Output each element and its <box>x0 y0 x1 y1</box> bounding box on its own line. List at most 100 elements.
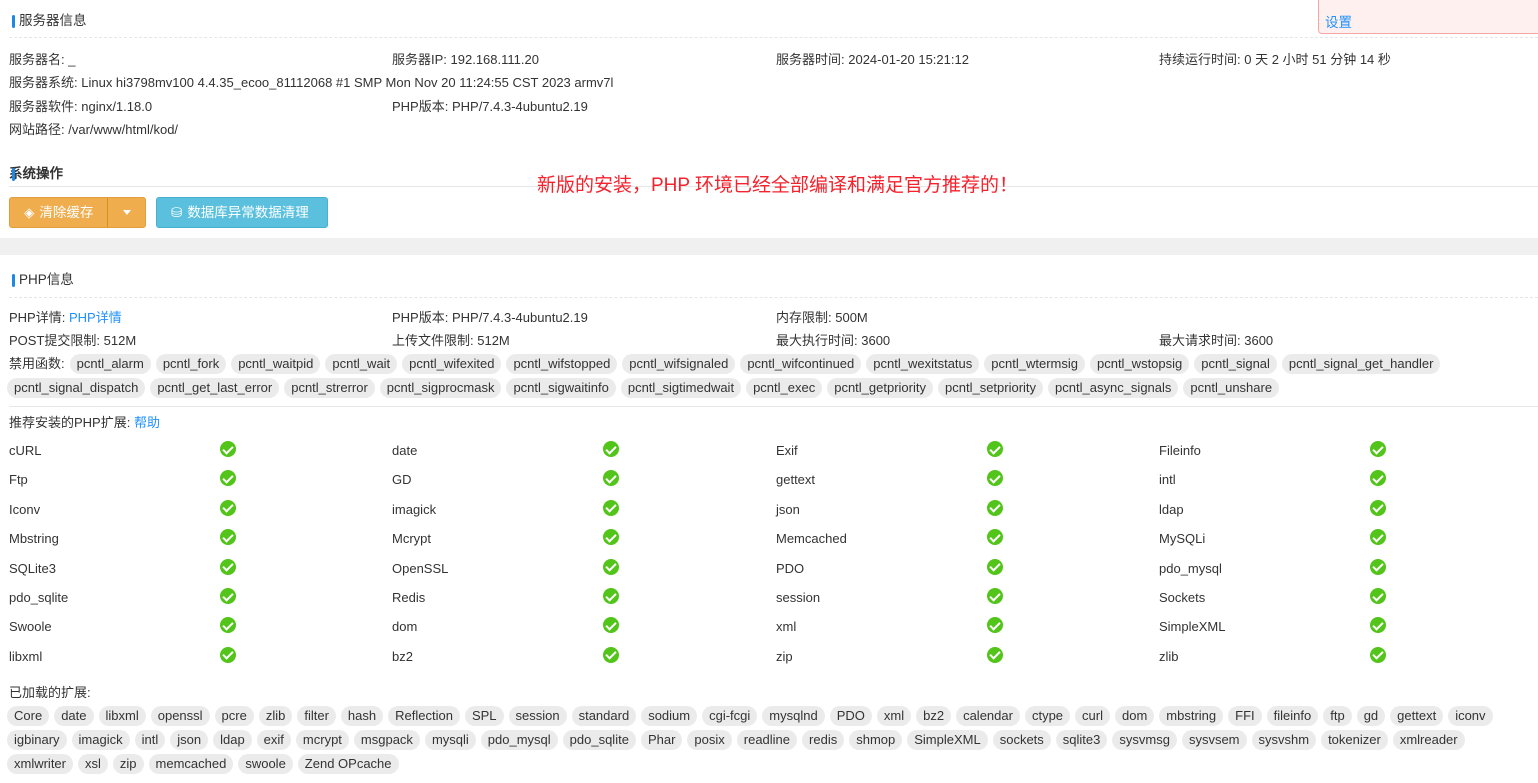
extension-chip: posix <box>687 730 732 750</box>
extension-name: pdo_sqlite <box>9 590 69 605</box>
annotation-text: 新版的安装，PHP 环境已经全部编译和满足官方推荐的！ <box>537 175 1019 196</box>
extension-chip: pcntl_wifexited <box>402 354 502 374</box>
extension-chip: redis <box>802 730 845 750</box>
check-circle-icon <box>987 617 1003 634</box>
extension-name: ldap <box>1159 501 1184 517</box>
extension-chip: bz2 <box>916 706 952 726</box>
help-link[interactable]: 帮助 <box>133 415 160 430</box>
extension-chip: pcntl_getpriority <box>827 378 933 398</box>
extension-name: imagick <box>392 501 437 517</box>
divider <box>9 37 1538 38</box>
extension-chip: sysvshm <box>1251 730 1317 750</box>
extension-chip: sockets <box>992 730 1051 750</box>
extension-chip: pdo_mysql <box>480 730 558 750</box>
extension-chip: Zend OPcache <box>297 754 399 774</box>
extension-chip: zip <box>112 754 144 774</box>
php-info-panel: PHP信息 PHP详情: PHP详情 PHP版本: PHP/7.4.3-4ubu… <box>0 255 1538 783</box>
extension-chip: pcntl_sigwaitinfo <box>506 378 616 398</box>
extension-chip: xml <box>876 706 912 726</box>
max-exec-time: 最大执行时间: 3600 <box>776 333 891 348</box>
extension-name: cURL <box>9 443 42 458</box>
extension-chip: pcntl_wstopsig <box>1089 354 1190 374</box>
extension-chip: pcntl_wifcontinued <box>740 354 862 374</box>
extension-chip: tokenizer <box>1321 730 1388 750</box>
check-circle-icon <box>220 588 236 604</box>
extension-chip: libxml <box>98 706 146 726</box>
extension-chip: pcntl_strerror <box>284 378 375 398</box>
server-info-item: 持续运行时间: 0 天 2 小时 51 分钟 14 秒 <box>1159 52 1391 67</box>
extension-chip: calendar <box>956 706 1020 726</box>
extension-chip: fileinfo <box>1266 706 1319 726</box>
system-ops-title: 系统操作 <box>9 166 63 181</box>
check-circle-icon <box>603 617 619 634</box>
extension-name: Fileinfo <box>1159 443 1201 458</box>
extension-name: SQLite3 <box>9 560 56 576</box>
loaded-extensions-label: 已加载的扩展: <box>9 685 91 700</box>
check-circle-icon <box>1370 529 1386 546</box>
extension-chip: openssl <box>150 706 210 726</box>
caret-down-icon <box>122 210 131 215</box>
extension-chip: sqlite3 <box>1055 730 1108 750</box>
extension-chip: sysvmsg <box>1112 730 1177 750</box>
server-info-row: 服务器软件: nginx/1.18.0 PHP版本: PHP/7.4.3-4ubu… <box>0 97 1538 117</box>
extension-name: zip <box>776 648 793 664</box>
extension-name: json <box>776 501 800 517</box>
upload-limit: 上传文件限制: 512M <box>392 333 510 348</box>
extension-chip: intl <box>134 730 166 750</box>
extension-chip: hash <box>340 706 384 726</box>
check-circle-icon <box>220 558 236 575</box>
check-circle-icon <box>220 470 236 487</box>
extension-name: Exif <box>776 443 798 458</box>
check-circle-icon <box>1370 646 1386 663</box>
php-info-title: PHP信息 <box>9 272 74 288</box>
divider <box>9 186 1538 187</box>
db-cleanup-button[interactable]: ⛁ 数据库异常数据清理 <box>156 197 328 228</box>
check-circle-icon <box>220 617 236 634</box>
eraser-icon: ◈ <box>24 205 35 220</box>
php-row: POST提交限制: 512M 上传文件限制: 512M 最大执行时间: 3600… <box>0 331 1538 351</box>
check-circle-icon <box>1370 617 1386 634</box>
extension-chip: xmlwriter <box>7 754 73 774</box>
check-circle-icon <box>1370 558 1386 575</box>
check-circle-icon <box>603 529 619 546</box>
divider <box>9 297 1538 298</box>
extension-chip: Core <box>7 706 50 726</box>
clear-cache-button-group: ◈ 清除缓存 <box>9 197 146 228</box>
extension-chip: ldap <box>213 730 252 750</box>
extension-chip: pcntl_signal <box>1194 354 1277 374</box>
extension-name: libxml <box>9 648 43 664</box>
extension-chip: SPL <box>464 706 504 726</box>
extension-chip: pcntl_unshare <box>1183 378 1280 398</box>
extension-chip: sysvsem <box>1181 730 1247 750</box>
loaded-extensions: Core date libxml openssl pcre zlib filter hash R… <box>7 706 1537 774</box>
extension-chip: pcntl_sigtimedwait <box>620 378 742 398</box>
server-info-item: 服务器软件: nginx/1.18.0 <box>9 99 153 114</box>
check-circle-icon <box>987 499 1003 516</box>
extension-chip: pcntl_fork <box>155 354 227 374</box>
server-info-row: 服务器系统: Linux hi3798mv100 4.4.35_ecoo_811… <box>0 73 1538 93</box>
extension-name: GD <box>392 472 412 488</box>
extension-chip: filter <box>297 706 336 726</box>
extension-chip: pcre <box>214 706 254 726</box>
settings-link[interactable]: 设置 <box>1325 15 1352 30</box>
extension-chip: pcntl_wifstopped <box>506 354 618 374</box>
server-info-item: 服务器IP: 192.168.111.20 <box>392 52 539 67</box>
recommended-label: 推荐安装的PHP扩展: 帮助 <box>9 415 160 430</box>
extension-chip: pcntl_wait <box>325 354 398 374</box>
check-circle-icon <box>603 499 619 516</box>
check-circle-icon <box>987 588 1003 604</box>
clear-cache-button[interactable]: ◈ 清除缓存 <box>10 198 109 227</box>
extension-chip: memcached <box>148 754 234 774</box>
extension-name: Memcached <box>776 531 847 547</box>
extension-chip: zlib <box>258 706 293 726</box>
clear-cache-label: 清除缓存 <box>39 205 94 220</box>
clear-cache-dropdown-toggle[interactable] <box>108 210 145 215</box>
extension-chip: ftp <box>1323 706 1352 726</box>
extension-name: intl <box>1159 472 1176 488</box>
extension-name: pdo_mysql <box>1159 560 1222 576</box>
memory-limit: 内存限制: 500M <box>776 310 868 325</box>
extension-chip: imagick <box>71 730 130 750</box>
extension-name: gettext <box>776 472 816 488</box>
php-detail-link[interactable]: PHP详情 <box>68 310 122 325</box>
extension-chip: mcrypt <box>295 730 349 750</box>
